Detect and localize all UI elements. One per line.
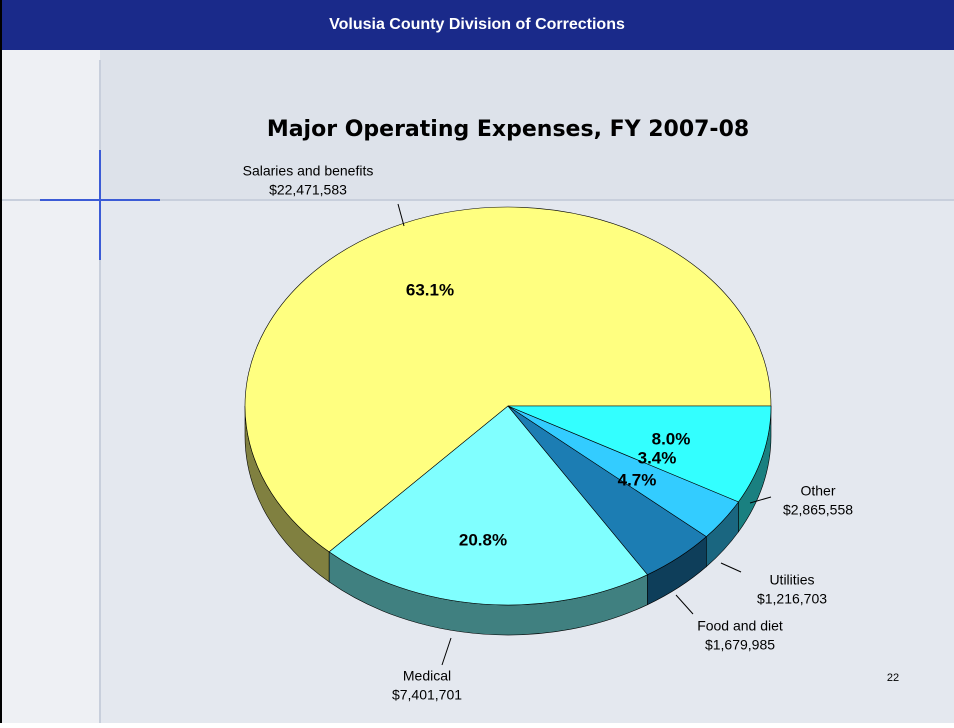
page-number: 22 bbox=[887, 672, 899, 684]
percent-label: 4.7% bbox=[618, 470, 657, 489]
amount-label: $1,216,703 bbox=[757, 591, 827, 607]
amount-label: $1,679,985 bbox=[705, 637, 775, 653]
slice bbox=[507, 405, 772, 503]
amount-label: $2,865,558 bbox=[783, 502, 853, 518]
percent-label: 8.0% bbox=[652, 429, 691, 448]
slice bbox=[244, 206, 772, 553]
leader-line bbox=[441, 637, 452, 666]
percent-label: 63.1% bbox=[406, 280, 454, 299]
slice bbox=[328, 405, 649, 606]
category-label: Medical bbox=[403, 668, 451, 684]
border bbox=[0, 0, 2, 723]
leader-line bbox=[720, 562, 742, 573]
chart-title: Major Operating Expenses, FY 2007-08 bbox=[267, 117, 749, 142]
header-title: Volusia County Division of Corrections bbox=[329, 16, 625, 33]
header-bar bbox=[0, 0, 954, 50]
leader-line bbox=[749, 496, 772, 504]
category-label: Salaries and benefits bbox=[243, 163, 374, 179]
leader-line bbox=[675, 594, 694, 615]
category-label: Food and diet bbox=[697, 618, 783, 634]
category-label: Utilities bbox=[769, 572, 814, 588]
percent-label: 3.4% bbox=[638, 448, 677, 467]
percent-label: 20.8% bbox=[459, 530, 507, 549]
amount-label: $7,401,701 bbox=[392, 687, 462, 703]
leader-line bbox=[397, 203, 405, 227]
category-label: Other bbox=[800, 483, 835, 499]
title-band bbox=[100, 50, 954, 200]
amount-label: $22,471,583 bbox=[269, 182, 347, 198]
left-strip bbox=[0, 50, 100, 723]
